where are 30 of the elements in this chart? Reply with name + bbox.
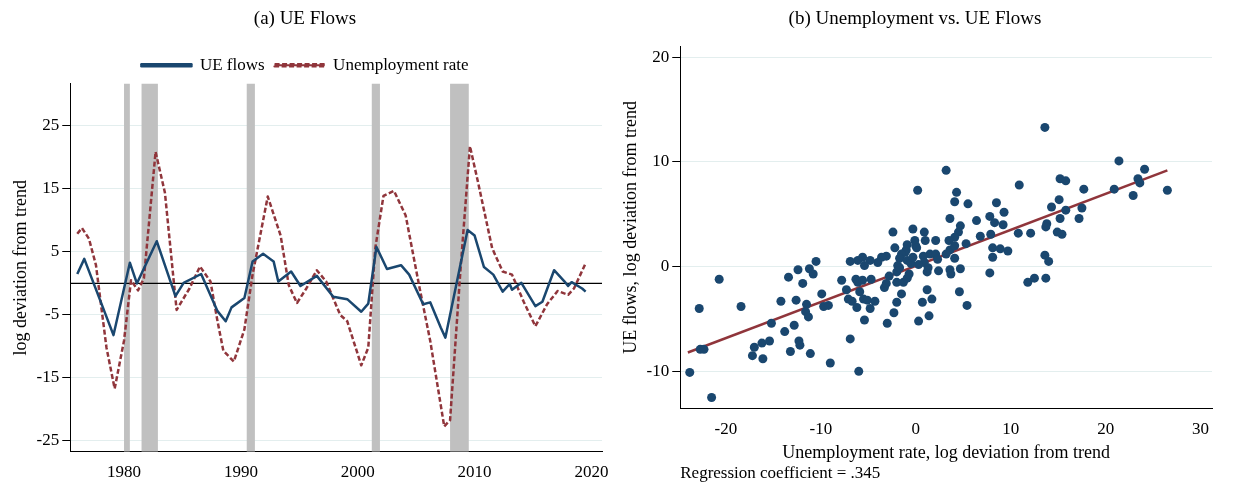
y-tick-label: 25 xyxy=(42,115,60,135)
x-tick-label: -20 xyxy=(714,418,738,438)
x-tick-label: -10 xyxy=(809,418,833,438)
y-axis-title: log deviation from trend xyxy=(9,179,30,356)
x-tick-label: 1990 xyxy=(223,462,258,482)
y-tick-label: 20 xyxy=(652,46,670,66)
chart-title: (a) UE Flows xyxy=(253,7,357,30)
x-tick-label: 1980 xyxy=(107,462,142,482)
y-axis-title: UE flows, log deviation from trend xyxy=(619,100,640,354)
x-tick-label: 20 xyxy=(1097,418,1115,438)
x-axis-title: Unemployment rate, log deviation from trend xyxy=(782,441,1111,462)
y-tick-label: 0 xyxy=(660,256,670,276)
y-tick-label: -25 xyxy=(36,430,60,450)
y-tick-label: 15 xyxy=(42,178,60,198)
x-tick-label: 2010 xyxy=(457,462,492,482)
legend-label: Unemployment rate xyxy=(333,54,469,74)
text: Regression coefficient = .345 xyxy=(680,462,881,482)
y-tick-label: 5 xyxy=(50,241,60,261)
y-tick-label: -15 xyxy=(36,367,60,387)
line-series xyxy=(76,144,587,428)
y-tick-label: -5 xyxy=(45,304,60,324)
x-tick-label: 30 xyxy=(1192,418,1210,438)
x-tick-label: 10 xyxy=(1002,418,1020,438)
x-tick-label: 2000 xyxy=(340,462,375,482)
y-tick-label: -10 xyxy=(646,360,670,380)
x-tick-label: 2020 xyxy=(574,462,609,482)
chart-title: (b) Unemployment vs. UE Flows xyxy=(788,7,1042,30)
y-tick-label: 10 xyxy=(652,151,670,171)
x-tick-label: 0 xyxy=(911,418,920,438)
legend-label: UE flows xyxy=(199,54,265,74)
